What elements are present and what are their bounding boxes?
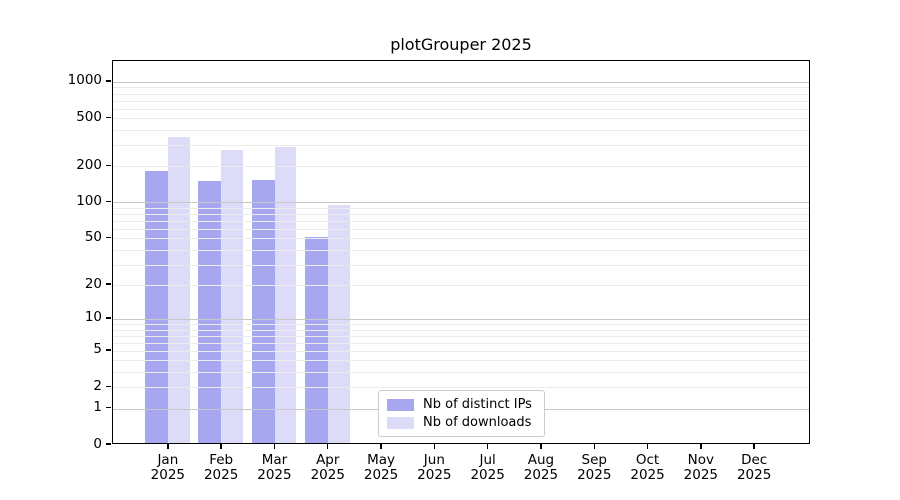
y-tick-label: 10 (84, 309, 102, 326)
gridline-minor (113, 228, 809, 230)
gridline-minor (113, 335, 809, 337)
gridline-minor (113, 342, 809, 344)
x-tick-mark (220, 444, 222, 449)
bar-ips-feb (198, 181, 222, 443)
legend-swatch-downloads (387, 416, 414, 429)
gridline-minor (113, 130, 809, 132)
plot-area (112, 60, 810, 444)
x-tick-label-jun: Jun 2025 (417, 452, 452, 483)
gridline-minor (113, 118, 809, 120)
gridline-minor (113, 329, 809, 331)
gridline-minor (113, 220, 809, 222)
gridline-minor (113, 372, 809, 374)
chart-title: plotGrouper 2025 (390, 35, 532, 54)
y-tick-label: 20 (84, 275, 102, 292)
x-tick-label-apr: Apr 2025 (310, 452, 345, 483)
x-tick-mark (486, 444, 489, 449)
y-tick-label: 0 (93, 435, 102, 452)
bar-downloads-jan (168, 137, 190, 443)
x-tick-mark (380, 444, 382, 449)
x-tick-label-dec: Dec 2025 (736, 452, 772, 483)
legend: Nb of distinct IPs Nb of downloads (378, 390, 545, 437)
y-tick-label: 100 (76, 192, 102, 209)
y-tick-label: 1 (93, 399, 102, 416)
gridline-minor (113, 350, 809, 352)
y-tick-mark (106, 236, 111, 239)
y-tick-mark (106, 80, 111, 82)
y-tick-label: 1000 (67, 72, 102, 89)
gridline-minor (113, 93, 809, 95)
bar-ips-jan (144, 171, 169, 443)
gridline-minor (113, 249, 809, 251)
bar-ips-mar (251, 180, 275, 443)
legend-label-downloads: Nb of downloads (423, 414, 532, 430)
gridline-major (113, 202, 809, 204)
y-tick-mark (106, 385, 111, 387)
x-tick-mark (540, 444, 542, 449)
gridline-major (113, 318, 809, 320)
gridline-minor (113, 360, 809, 362)
x-tick-mark (753, 444, 755, 449)
x-tick-mark (167, 444, 169, 449)
x-tick-mark (593, 444, 595, 449)
x-tick-label-jan: Jan 2025 (150, 452, 186, 483)
gridline-minor (113, 285, 809, 286)
x-tick-label-jul: Jul 2025 (470, 452, 505, 483)
legend-swatch-distinct-ips (387, 398, 414, 411)
y-tick-label: 2 (93, 377, 102, 394)
bar-downloads-mar (274, 146, 297, 443)
bar-downloads-feb (221, 149, 243, 443)
gridline-minor (113, 214, 809, 216)
gridline-minor (113, 324, 809, 325)
x-tick-mark (327, 444, 329, 449)
x-tick-label-sep: Sep 2025 (577, 452, 612, 483)
x-tick-label-mar: Mar 2025 (257, 452, 292, 483)
legend-item-downloads: Nb of downloads (387, 414, 536, 430)
x-tick-mark (273, 444, 276, 449)
gridline-minor (113, 238, 809, 240)
x-tick-label-feb: Feb 2025 (203, 452, 239, 483)
y-tick-label: 5 (93, 341, 102, 358)
y-tick-mark (106, 164, 111, 166)
y-tick-label: 500 (76, 108, 102, 125)
x-tick-label-oct: Oct 2025 (630, 452, 665, 483)
y-tick-mark (106, 200, 111, 203)
x-tick-mark (646, 444, 649, 449)
bar-ips-apr (304, 237, 329, 443)
y-tick-mark (106, 406, 111, 409)
gridline-minor (113, 166, 809, 168)
y-tick-label: 50 (84, 228, 102, 245)
x-tick-label-nov: Nov 2025 (683, 452, 719, 483)
y-tick-mark (106, 443, 111, 445)
gridline-major (113, 81, 809, 83)
gridline-minor (113, 100, 809, 102)
gridline-minor (113, 108, 809, 110)
y-tick-mark (106, 349, 111, 351)
x-tick-mark (433, 444, 436, 449)
x-tick-label-may: May 2025 (363, 452, 399, 483)
y-tick-mark (106, 283, 111, 285)
gridline-minor (113, 145, 809, 147)
gridline-minor (113, 264, 809, 266)
gridline-minor (113, 207, 809, 209)
gridline-minor (113, 387, 809, 389)
legend-label-distinct-ips: Nb of distinct IPs (423, 396, 532, 412)
legend-item-distinct-ips: Nb of distinct IPs (387, 396, 536, 412)
y-tick-label: 200 (76, 156, 102, 173)
x-tick-mark (700, 444, 702, 449)
y-tick-mark (106, 116, 111, 118)
x-tick-label-aug: Aug 2025 (523, 452, 559, 483)
y-tick-mark (106, 317, 111, 319)
gridline-minor (113, 87, 809, 89)
